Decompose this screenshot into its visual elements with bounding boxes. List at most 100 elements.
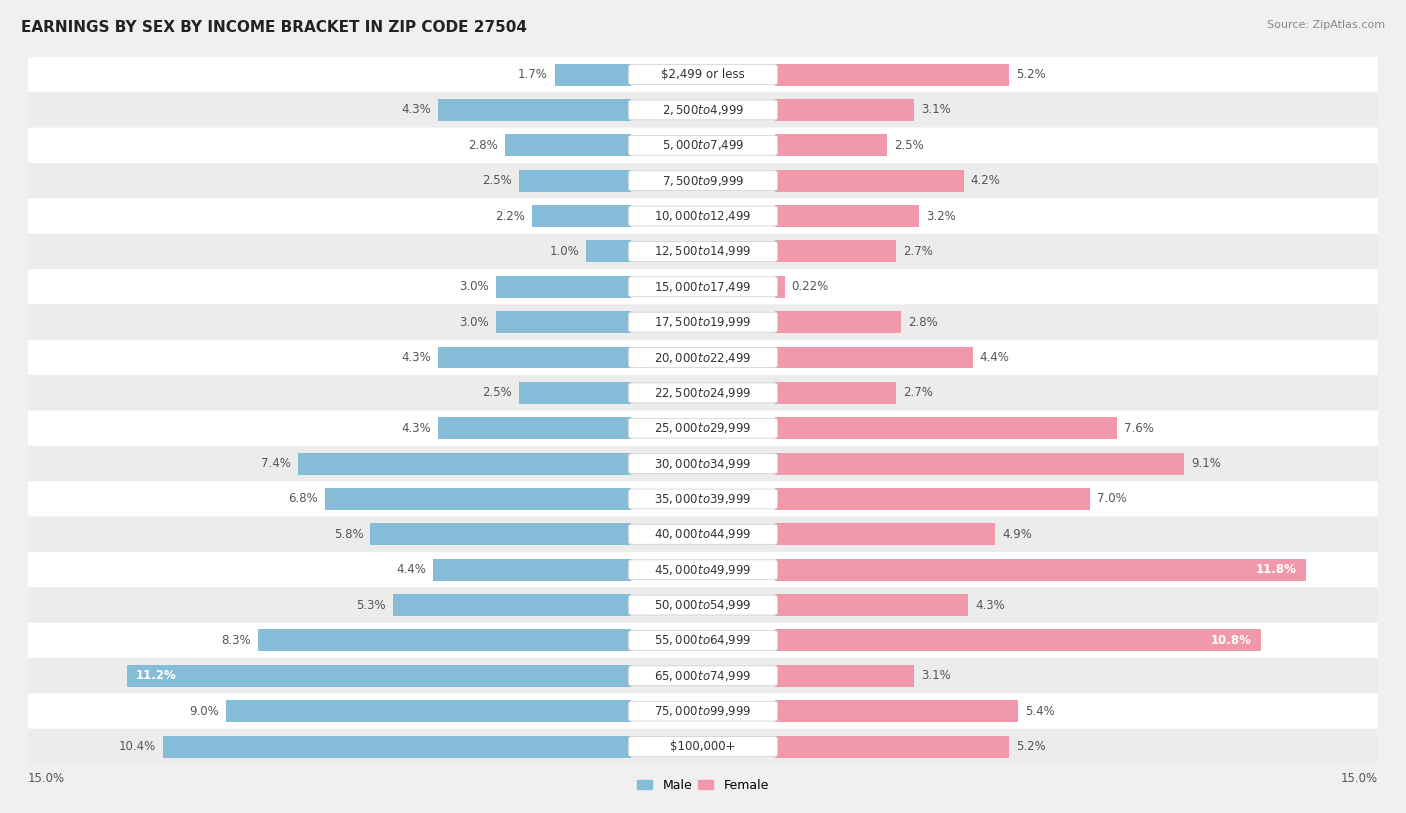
Text: 1.0%: 1.0% (550, 245, 579, 258)
Text: $2,500 to $4,999: $2,500 to $4,999 (662, 103, 744, 117)
FancyBboxPatch shape (28, 57, 1378, 92)
FancyBboxPatch shape (28, 375, 1378, 411)
Bar (775, 170, 965, 192)
FancyBboxPatch shape (628, 100, 778, 120)
FancyBboxPatch shape (628, 702, 778, 721)
FancyBboxPatch shape (28, 340, 1378, 375)
FancyBboxPatch shape (628, 489, 778, 509)
Text: $65,000 to $74,999: $65,000 to $74,999 (654, 669, 752, 683)
Text: 5.2%: 5.2% (1015, 68, 1046, 81)
FancyBboxPatch shape (28, 198, 1378, 234)
Bar (775, 629, 1261, 651)
Bar (775, 700, 1018, 722)
FancyBboxPatch shape (28, 304, 1378, 340)
Text: 2.7%: 2.7% (903, 245, 934, 258)
FancyBboxPatch shape (628, 383, 778, 402)
Bar (433, 559, 631, 580)
Bar (437, 346, 631, 368)
Bar (437, 99, 631, 121)
Text: 15.0%: 15.0% (28, 772, 65, 785)
Text: 4.3%: 4.3% (976, 598, 1005, 611)
Bar (775, 311, 901, 333)
Text: 4.4%: 4.4% (396, 563, 426, 576)
Bar (127, 665, 631, 687)
FancyBboxPatch shape (28, 163, 1378, 198)
Bar (496, 276, 631, 298)
Text: $20,000 to $22,499: $20,000 to $22,499 (654, 350, 752, 364)
Bar (298, 453, 631, 475)
FancyBboxPatch shape (28, 92, 1378, 128)
Bar (437, 417, 631, 439)
FancyBboxPatch shape (628, 312, 778, 332)
Text: 3.1%: 3.1% (921, 103, 950, 116)
Text: $5,000 to $7,499: $5,000 to $7,499 (662, 138, 744, 152)
Text: 4.3%: 4.3% (401, 351, 430, 364)
Text: $15,000 to $17,499: $15,000 to $17,499 (654, 280, 752, 293)
FancyBboxPatch shape (628, 171, 778, 190)
Bar (775, 559, 1306, 580)
Text: $75,000 to $99,999: $75,000 to $99,999 (654, 704, 752, 718)
Text: EARNINGS BY SEX BY INCOME BRACKET IN ZIP CODE 27504: EARNINGS BY SEX BY INCOME BRACKET IN ZIP… (21, 20, 527, 35)
Legend: Male, Female: Male, Female (633, 774, 773, 797)
FancyBboxPatch shape (28, 411, 1378, 446)
FancyBboxPatch shape (628, 348, 778, 367)
Text: $30,000 to $34,999: $30,000 to $34,999 (654, 457, 752, 471)
Bar (226, 700, 631, 722)
FancyBboxPatch shape (28, 517, 1378, 552)
Bar (586, 241, 631, 263)
Text: 0.22%: 0.22% (792, 280, 830, 293)
Text: 2.7%: 2.7% (903, 386, 934, 399)
Text: $2,499 or less: $2,499 or less (661, 68, 745, 81)
Text: $100,000+: $100,000+ (671, 740, 735, 753)
Bar (554, 63, 631, 85)
FancyBboxPatch shape (628, 595, 778, 615)
Text: 15.0%: 15.0% (1341, 772, 1378, 785)
Text: 2.5%: 2.5% (482, 174, 512, 187)
FancyBboxPatch shape (628, 560, 778, 580)
Text: 4.2%: 4.2% (970, 174, 1001, 187)
FancyBboxPatch shape (628, 419, 778, 438)
FancyBboxPatch shape (28, 659, 1378, 693)
Bar (775, 488, 1090, 510)
Text: Source: ZipAtlas.com: Source: ZipAtlas.com (1267, 20, 1385, 30)
Text: 10.8%: 10.8% (1211, 634, 1251, 647)
Bar (496, 311, 631, 333)
Bar (505, 134, 631, 156)
Bar (775, 417, 1116, 439)
Text: 11.2%: 11.2% (136, 669, 177, 682)
Bar (775, 594, 969, 616)
FancyBboxPatch shape (28, 446, 1378, 481)
Text: 2.5%: 2.5% (894, 139, 924, 152)
Text: $25,000 to $29,999: $25,000 to $29,999 (654, 421, 752, 435)
Text: 2.5%: 2.5% (482, 386, 512, 399)
Text: 4.4%: 4.4% (980, 351, 1010, 364)
Bar (775, 276, 785, 298)
Text: $45,000 to $49,999: $45,000 to $49,999 (654, 563, 752, 576)
FancyBboxPatch shape (628, 241, 778, 261)
Bar (325, 488, 631, 510)
Bar (775, 241, 897, 263)
Text: $50,000 to $54,999: $50,000 to $54,999 (654, 598, 752, 612)
Bar (257, 629, 631, 651)
FancyBboxPatch shape (28, 128, 1378, 163)
FancyBboxPatch shape (628, 136, 778, 155)
Bar (392, 594, 631, 616)
Text: $7,500 to $9,999: $7,500 to $9,999 (662, 174, 744, 188)
FancyBboxPatch shape (28, 552, 1378, 587)
Bar (370, 524, 631, 546)
FancyBboxPatch shape (28, 481, 1378, 517)
FancyBboxPatch shape (28, 587, 1378, 623)
Text: 2.2%: 2.2% (495, 210, 526, 223)
Text: 7.4%: 7.4% (262, 457, 291, 470)
Text: 5.8%: 5.8% (333, 528, 363, 541)
FancyBboxPatch shape (628, 666, 778, 685)
FancyBboxPatch shape (628, 65, 778, 85)
FancyBboxPatch shape (28, 693, 1378, 729)
Text: 9.0%: 9.0% (190, 705, 219, 718)
Bar (775, 382, 897, 404)
Text: $22,500 to $24,999: $22,500 to $24,999 (654, 386, 752, 400)
Bar (775, 736, 1010, 758)
Bar (775, 524, 995, 546)
FancyBboxPatch shape (628, 631, 778, 650)
Text: $12,500 to $14,999: $12,500 to $14,999 (654, 245, 752, 259)
